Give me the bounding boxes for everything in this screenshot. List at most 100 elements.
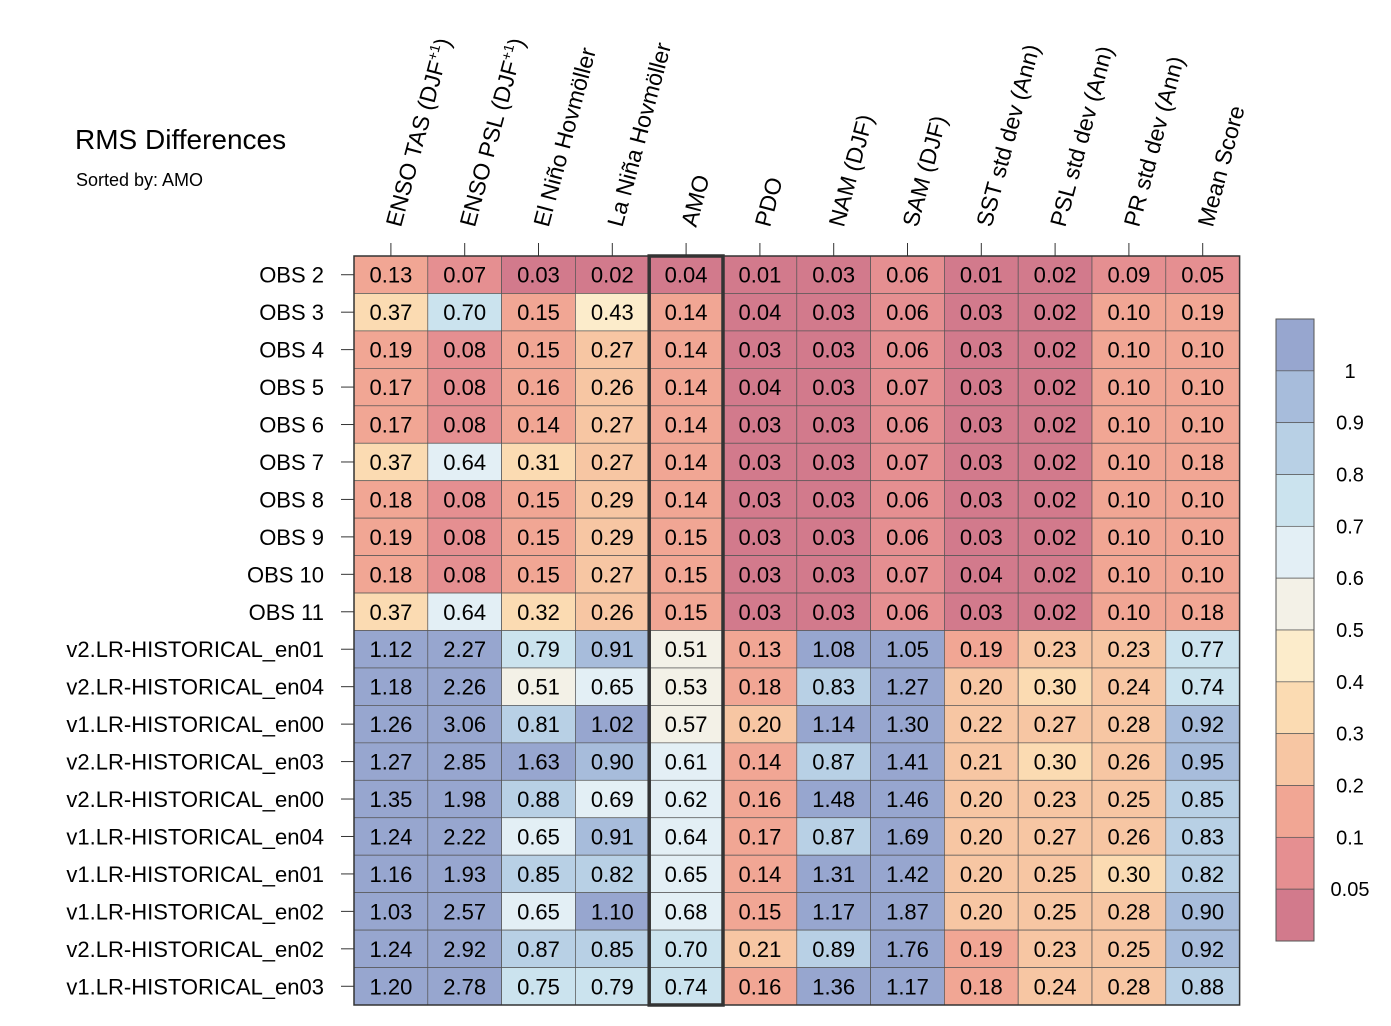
colorbar-segment (1275, 422, 1315, 475)
cell-value: 0.37 (369, 600, 412, 625)
heatmap-cell (870, 967, 945, 1006)
colorbar-label: 0.6 (1336, 568, 1364, 590)
colorbar-border (1275, 318, 1315, 942)
cell-value: 0.10 (1107, 487, 1150, 512)
cell-value: 1.93 (443, 862, 486, 887)
cell-value: 0.15 (665, 562, 708, 587)
heatmap-cell (1165, 929, 1240, 968)
cell-value: 2.22 (443, 824, 486, 849)
cell-value: 0.03 (738, 600, 781, 625)
heatmap-cell (648, 705, 724, 744)
cell-value: 0.51 (517, 675, 560, 700)
cell-value: 0.02 (1034, 263, 1077, 288)
heatmap-cell (870, 929, 945, 968)
cell-value: 0.04 (665, 263, 708, 288)
heatmap-cell (575, 817, 650, 856)
heatmap-cell (1091, 330, 1167, 369)
heatmap-cell (648, 442, 724, 482)
heatmap-cell (1091, 405, 1167, 444)
heatmap-cell (722, 293, 798, 332)
row-label: OBS 3 (259, 300, 324, 325)
column-label: NAM (DJF) (823, 111, 878, 229)
cell-value: 0.14 (665, 375, 708, 400)
cell-value: 0.03 (812, 375, 855, 400)
cell-value: 0.16 (738, 787, 781, 812)
cell-value: 1.30 (886, 712, 929, 737)
cell-value: 0.10 (1181, 487, 1224, 512)
heatmap-cell (1017, 293, 1093, 332)
cell-value: 0.28 (1107, 974, 1150, 999)
cell-value: 0.90 (1181, 899, 1224, 924)
heatmap-cell (427, 480, 502, 519)
heatmap-cell (575, 967, 650, 1006)
cell-value: 0.15 (517, 338, 560, 363)
column-label: ENSO TAS (DJF+1) (380, 35, 456, 229)
heatmap-cell (870, 517, 945, 556)
heatmap-cell (870, 592, 945, 631)
cell-value: 0.14 (665, 487, 708, 512)
cell-value: 0.28 (1107, 899, 1150, 924)
cell-value: 0.95 (1181, 750, 1224, 775)
heatmap-cell (575, 442, 650, 482)
cell-value: 0.26 (1107, 750, 1150, 775)
cell-value: 0.15 (517, 300, 560, 325)
heatmap-cell (1091, 742, 1167, 781)
heatmap-cell (1165, 517, 1240, 556)
cell-value: 0.02 (1034, 338, 1077, 363)
heatmap-cell (1017, 667, 1093, 706)
heatmap-cell (353, 667, 429, 706)
cell-value: 2.92 (443, 937, 486, 962)
cell-value: 0.14 (517, 413, 560, 438)
heatmap-cell (1165, 817, 1240, 856)
cell-value: 1.48 (812, 787, 855, 812)
heatmap-cell (796, 630, 871, 669)
cell-value: 0.88 (1181, 974, 1224, 999)
cell-value: 0.15 (517, 562, 560, 587)
cell-value: 0.20 (738, 712, 781, 737)
heatmap-cell (870, 742, 945, 781)
cell-value: 0.16 (517, 375, 560, 400)
column-label: PR std dev (Ann) (1119, 53, 1189, 229)
heatmap-cell (501, 967, 576, 1006)
cell-value: 1.63 (517, 750, 560, 775)
heatmap-cell (501, 929, 576, 968)
colorbar-segment (1275, 733, 1315, 786)
cell-value: 0.19 (960, 637, 1003, 662)
heatmap-cell (575, 293, 650, 332)
heatmap-cell (796, 892, 871, 931)
cell-value: 0.61 (665, 750, 708, 775)
heatmap-cell (944, 667, 1019, 706)
column-label: SAM (DJF) (897, 113, 952, 230)
column-label: PDO (750, 174, 788, 229)
row-label: v2.LR-HISTORICAL_en04 (66, 675, 324, 700)
cell-value: 0.26 (591, 375, 634, 400)
column-label: PSL std dev (Ann) (1045, 43, 1118, 229)
cell-value: 1.36 (812, 974, 855, 999)
row-label: OBS 2 (259, 263, 324, 288)
heatmap-cell (1165, 442, 1240, 482)
cell-value: 0.27 (591, 338, 634, 363)
colorbar-label: 0.4 (1336, 672, 1364, 694)
heatmap-cell (1165, 480, 1240, 519)
cell-value: 0.07 (886, 562, 929, 587)
cell-value: 0.03 (738, 450, 781, 475)
cell-value: 0.03 (960, 525, 1003, 550)
heatmap-cell (796, 779, 871, 819)
chart-subtitle: Sorted by: AMO (76, 170, 204, 190)
cell-value: 0.03 (812, 413, 855, 438)
cell-value: 0.85 (591, 937, 634, 962)
heatmap-cell (427, 667, 502, 706)
heatmap-cell (870, 555, 945, 594)
column-label: AMO (676, 172, 715, 229)
heatmap-cell (575, 929, 650, 968)
cell-value: 0.08 (443, 562, 486, 587)
heatmap-cell (1091, 293, 1167, 332)
heatmap-cell (796, 330, 871, 369)
cell-value: 0.02 (591, 263, 634, 288)
cell-value: 2.26 (443, 675, 486, 700)
colorbar: 1 0.9 0.8 0.7 0.6 0.5 0.4 0.3 0.2 0.1 0.05 (1275, 318, 1369, 942)
heatmap-cell (796, 480, 871, 519)
cell-value: 0.19 (1181, 300, 1224, 325)
heatmap-cell (353, 368, 429, 407)
heatmap-cell (353, 705, 429, 744)
